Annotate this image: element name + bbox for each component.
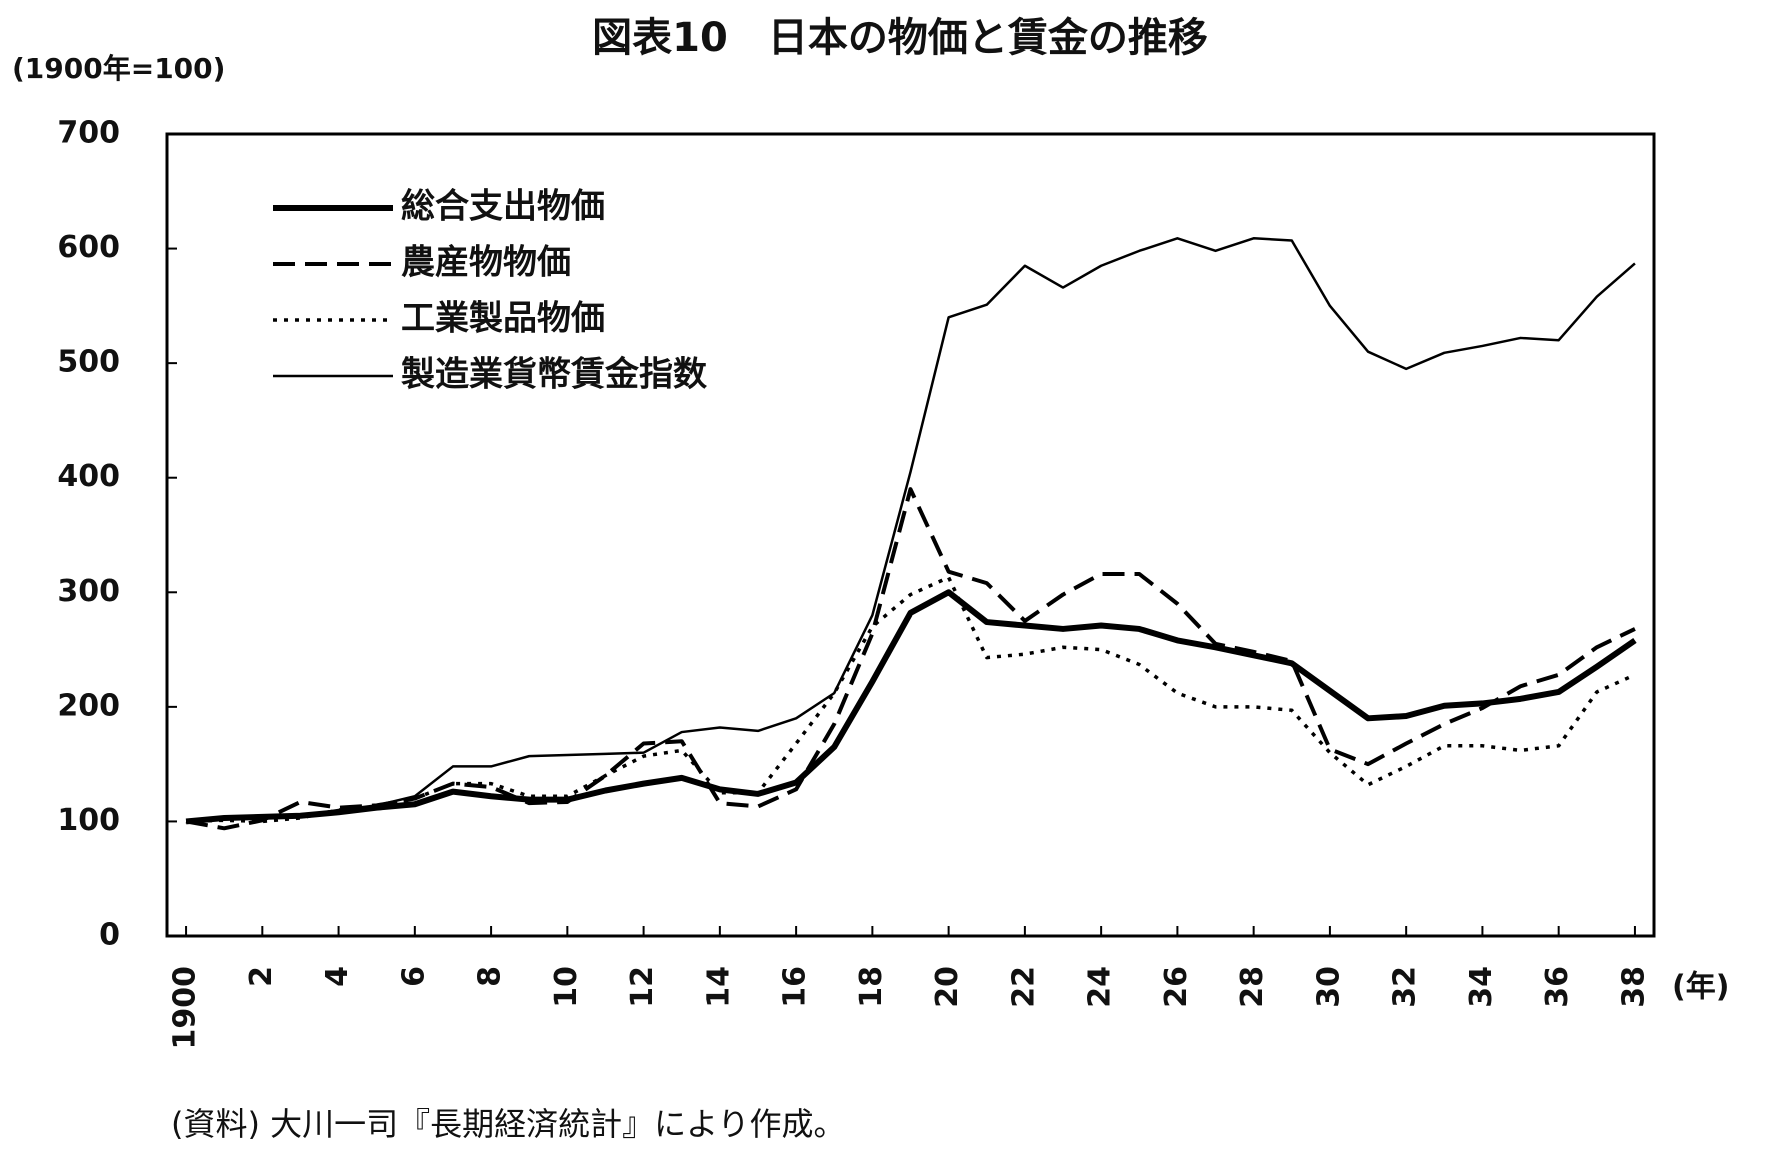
y-tick-label: 600 (57, 230, 120, 265)
source-note: (資料) 大川一司『長期経済統計』により作成。 (171, 1105, 846, 1143)
series-line (186, 575, 1636, 824)
x-tick-label: 16 (778, 966, 813, 1008)
series-line (185, 237, 1636, 823)
legend-label: 製造業貨幣賃金指数 (401, 355, 707, 395)
legend-label: 総合支出物価 (401, 187, 605, 227)
x-tick-label: 28 (1235, 966, 1270, 1008)
x-axis-label: (年) (1672, 970, 1729, 1005)
x-tick-label: 32 (1388, 966, 1423, 1008)
x-tick-label: 30 (1311, 966, 1346, 1008)
x-tick-label: 6 (396, 966, 431, 987)
y-tick-label: 200 (57, 688, 120, 723)
x-tick-label: 18 (854, 966, 889, 1008)
x-tick-label: 8 (473, 966, 508, 987)
x-tick-label: 38 (1616, 966, 1651, 1008)
x-tick-label: 20 (930, 966, 965, 1008)
plot-frame (165, 132, 1656, 938)
legend-label: 農産物物価 (401, 243, 571, 283)
x-tick-label: 2 (244, 966, 279, 987)
x-tick-label: 10 (549, 966, 584, 1008)
x-tick-label: 12 (625, 966, 660, 1008)
y-tick-label: 700 (57, 116, 120, 151)
y-tick-label: 400 (57, 459, 120, 494)
series-line (185, 487, 1636, 831)
x-tick-label: 14 (701, 966, 736, 1008)
y-tick-label: 0 (99, 918, 120, 953)
y-tick-label: 500 (57, 345, 120, 380)
series-line (185, 589, 1637, 825)
chart-title: 図表10 日本の物価と賃金の推移 (592, 15, 1208, 61)
y-tick-label: 100 (57, 803, 120, 838)
y-axis-label: (1900年=100) (12, 52, 225, 85)
x-tick-label: 1900 (168, 966, 203, 1050)
x-tick-label: 36 (1540, 966, 1575, 1008)
x-tick-label: 26 (1159, 966, 1194, 1008)
x-tick-label: 4 (320, 966, 355, 987)
x-tick-label: 24 (1083, 966, 1118, 1008)
legend-label: 工業製品物価 (401, 299, 605, 339)
x-tick-label: 34 (1464, 966, 1499, 1008)
y-tick-label: 300 (57, 574, 120, 609)
x-tick-label: 22 (1006, 966, 1041, 1008)
